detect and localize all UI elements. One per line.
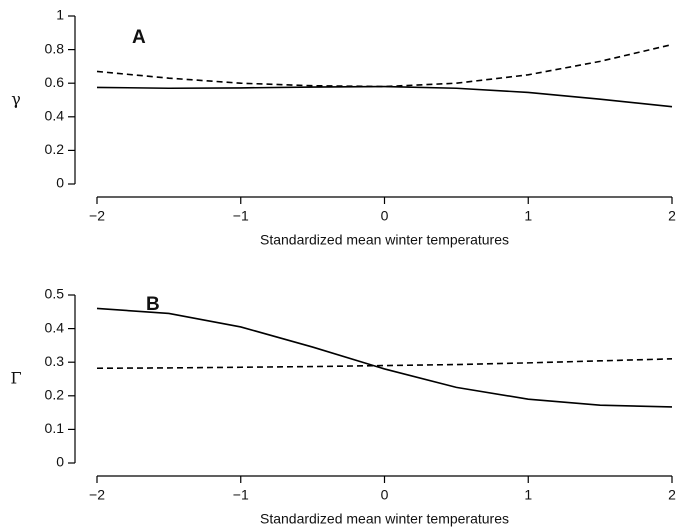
x-tick-label: −1 [233,208,249,224]
y-tick-label: 0 [56,454,64,470]
y-axis-label: γ [11,90,21,109]
x-axis-label: Standardized mean winter temperatures [260,511,509,527]
y-tick-label: 0.3 [45,353,65,369]
x-tick-label: 2 [668,487,676,503]
y-tick-label: 0.2 [45,141,65,157]
y-tick-label: 0 [56,175,64,191]
x-tick-label: −1 [233,487,249,503]
x-tick-label: 0 [381,487,389,503]
line-series [96,358,673,370]
y-tick-label: 0.4 [45,108,65,124]
x-axis-label: Standardized mean winter temperatures [260,232,509,248]
x-tick-label: 1 [524,208,532,224]
y-tick-label: 0.6 [45,74,65,90]
line-series [96,43,673,88]
y-tick-label: 1 [56,7,64,23]
panel-label: B [146,294,160,315]
x-tick-label: 1 [524,487,532,503]
y-tick-label: 0.8 [45,40,65,56]
x-tick-label: −2 [89,208,105,224]
line-series [96,307,673,408]
y-tick-label: 0.1 [45,420,65,436]
x-tick-label: −2 [89,487,105,503]
y-tick-label: 0.4 [45,319,65,335]
line-series [96,85,673,108]
y-tick-label: 0.5 [45,286,65,302]
x-tick-label: 0 [381,208,389,224]
x-tick-label: 2 [668,208,676,224]
panel-label: A [132,27,146,48]
y-axis-label: Γ [10,369,21,388]
y-tick-label: 0.2 [45,387,65,403]
